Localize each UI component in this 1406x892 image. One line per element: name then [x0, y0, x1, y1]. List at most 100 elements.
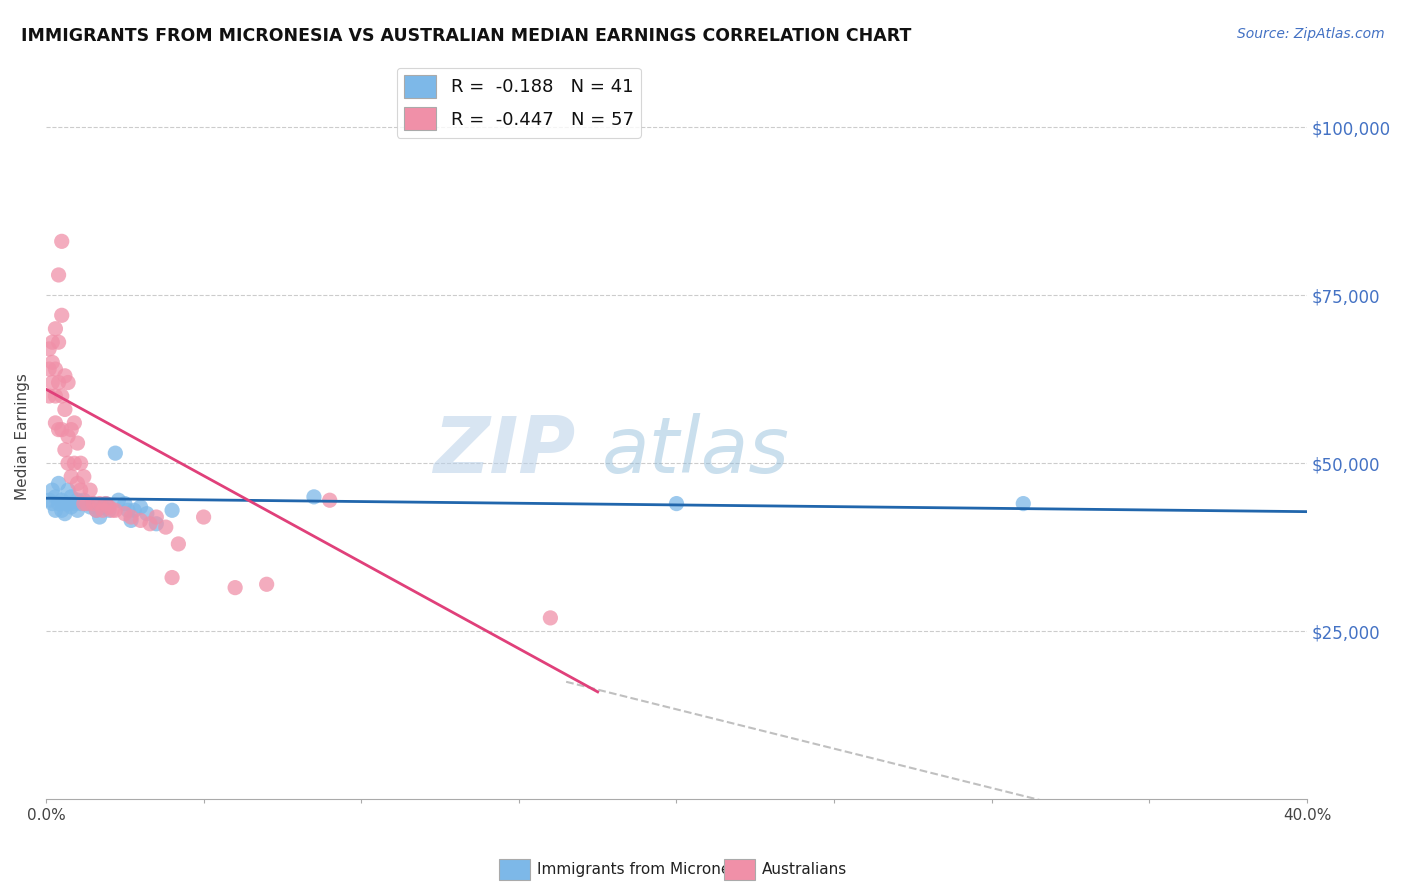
Point — [63, 456, 86, 470]
Point — [41, 376, 63, 390]
Legend: R =  -0.188   N = 41, R =  -0.447   N = 57: R = -0.188 N = 41, R = -0.447 N = 57 — [396, 68, 641, 137]
Point — [48, 268, 70, 282]
Point — [76, 497, 98, 511]
Point — [104, 503, 127, 517]
Point — [48, 335, 70, 350]
Point — [66, 436, 89, 450]
Point — [129, 513, 152, 527]
Point — [160, 503, 183, 517]
Point — [44, 490, 66, 504]
Text: ZIP: ZIP — [433, 413, 575, 489]
Point — [48, 376, 70, 390]
Point — [302, 490, 325, 504]
Point — [51, 423, 73, 437]
Point — [1012, 497, 1035, 511]
Point — [82, 497, 104, 511]
Point — [117, 503, 139, 517]
Point — [53, 402, 76, 417]
Point — [73, 493, 96, 508]
Point — [69, 497, 91, 511]
Point — [101, 503, 124, 517]
Point — [89, 497, 111, 511]
Point — [56, 497, 79, 511]
Point — [538, 611, 561, 625]
Point — [122, 503, 145, 517]
Point — [63, 416, 86, 430]
Point — [73, 497, 96, 511]
Point — [224, 581, 246, 595]
Point — [53, 368, 76, 383]
Point — [53, 442, 76, 457]
Text: Source: ZipAtlas.com: Source: ZipAtlas.com — [1237, 27, 1385, 41]
Point — [51, 308, 73, 322]
Point — [114, 497, 136, 511]
Point — [44, 322, 66, 336]
Point — [48, 476, 70, 491]
Point — [160, 570, 183, 584]
Point — [79, 483, 101, 497]
Point — [89, 510, 111, 524]
Point — [41, 335, 63, 350]
Point — [41, 497, 63, 511]
Point — [91, 500, 114, 514]
Point — [193, 510, 215, 524]
Point — [256, 577, 278, 591]
Point — [139, 516, 162, 531]
Point — [60, 423, 83, 437]
Point — [94, 497, 117, 511]
Text: Australians: Australians — [762, 863, 848, 877]
Point — [167, 537, 190, 551]
Point — [44, 389, 66, 403]
Point — [60, 490, 83, 504]
Point — [41, 483, 63, 497]
Point — [82, 497, 104, 511]
Point — [51, 503, 73, 517]
Text: Immigrants from Micronesia: Immigrants from Micronesia — [537, 863, 752, 877]
Point — [51, 389, 73, 403]
Point — [38, 389, 60, 403]
Point — [63, 497, 86, 511]
Point — [73, 469, 96, 483]
Point — [86, 503, 108, 517]
Y-axis label: Median Earnings: Median Earnings — [15, 373, 30, 500]
Point — [51, 235, 73, 249]
Point — [76, 497, 98, 511]
Point — [145, 510, 167, 524]
Point — [44, 503, 66, 517]
Point — [44, 362, 66, 376]
Point — [120, 510, 142, 524]
Point — [66, 503, 89, 517]
Point — [120, 513, 142, 527]
Point — [98, 503, 121, 517]
Point — [41, 355, 63, 369]
Point — [38, 342, 60, 356]
Point — [66, 493, 89, 508]
Point — [135, 507, 157, 521]
Point — [56, 376, 79, 390]
Point — [56, 483, 79, 497]
Point — [51, 493, 73, 508]
Point — [94, 497, 117, 511]
Point — [60, 469, 83, 483]
Point — [86, 503, 108, 517]
Point — [60, 500, 83, 514]
Text: atlas: atlas — [602, 413, 790, 489]
Point — [107, 493, 129, 508]
Point — [91, 503, 114, 517]
Point — [48, 423, 70, 437]
Text: IMMIGRANTS FROM MICRONESIA VS AUSTRALIAN MEDIAN EARNINGS CORRELATION CHART: IMMIGRANTS FROM MICRONESIA VS AUSTRALIAN… — [21, 27, 911, 45]
Point — [665, 497, 688, 511]
Point — [98, 500, 121, 514]
Point — [104, 446, 127, 460]
Point — [79, 500, 101, 514]
Point — [56, 456, 79, 470]
Point — [53, 497, 76, 511]
Point — [145, 516, 167, 531]
Point — [114, 507, 136, 521]
Point — [56, 429, 79, 443]
Point — [69, 456, 91, 470]
Point — [38, 362, 60, 376]
Point — [44, 416, 66, 430]
Point — [53, 507, 76, 521]
Point — [66, 476, 89, 491]
